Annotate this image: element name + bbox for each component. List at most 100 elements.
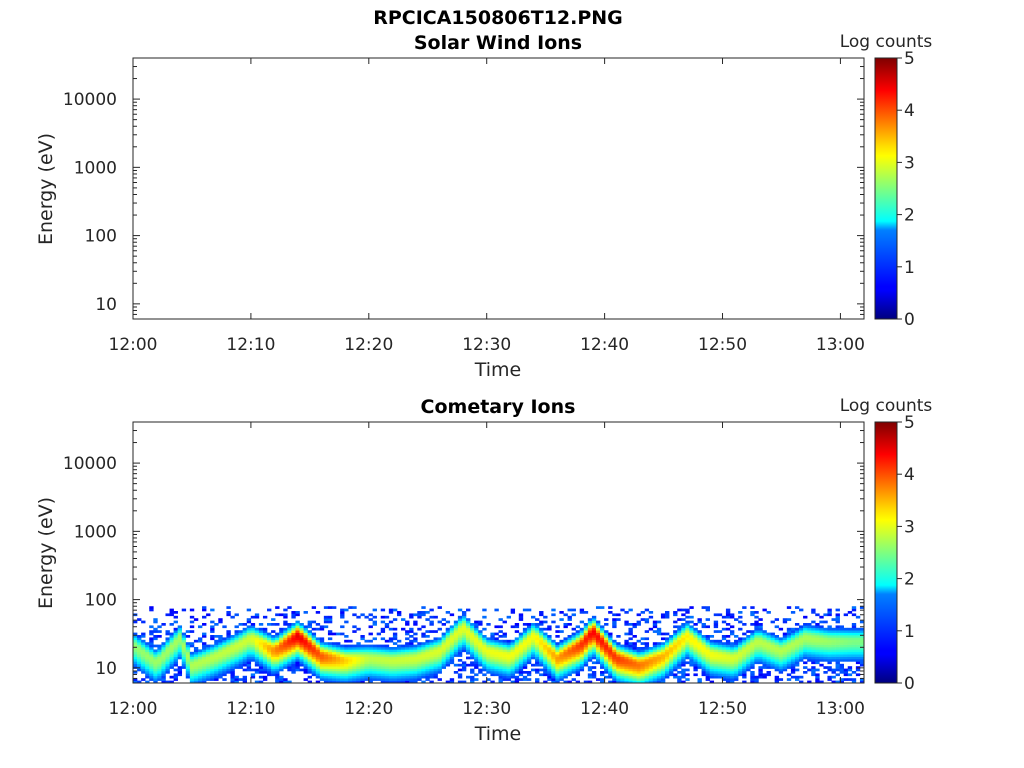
heatmap-cell [291, 615, 296, 619]
heatmap-cell [522, 649, 528, 653]
heatmap-cell [612, 656, 617, 660]
heatmap-cell [437, 647, 442, 650]
heatmap-cell [214, 647, 219, 650]
heatmap-cell [295, 627, 300, 631]
heatmap-cell [535, 632, 540, 636]
heatmap-cell [421, 673, 426, 677]
heatmap-cell [202, 661, 207, 665]
heatmap-cell [514, 661, 520, 665]
heatmap-cell [807, 632, 812, 636]
heatmap-cell [567, 671, 572, 674]
heatmap-cell [291, 635, 296, 638]
heatmap-cell [819, 647, 824, 650]
heatmap-cell [445, 635, 451, 638]
heatmap-cell [246, 654, 252, 657]
heatmap-cell [717, 663, 723, 667]
heatmap-cell [340, 661, 345, 665]
heatmap-cell [413, 632, 418, 636]
heatmap-cell [644, 642, 650, 645]
heatmap-cell [396, 673, 402, 677]
heatmap-cell [392, 673, 398, 677]
heatmap-cell [595, 637, 601, 641]
heatmap-cell [502, 632, 507, 636]
heatmap-cell [388, 675, 394, 679]
heatmap-cell [327, 666, 333, 669]
heatmap-cell [295, 635, 300, 638]
heatmap-cell [827, 630, 832, 633]
heatmap-cell [831, 635, 836, 638]
heatmap-cell [149, 630, 154, 633]
heatmap-cell [579, 659, 585, 662]
heatmap-cell [250, 668, 256, 672]
heatmap-cell [506, 649, 511, 653]
heatmap-cell [380, 637, 386, 641]
heatmap-cell [709, 659, 715, 662]
heatmap-cell [214, 663, 219, 667]
heatmap-cell [750, 613, 755, 617]
heatmap-cell [770, 647, 775, 650]
heatmap-cell [307, 625, 312, 629]
heatmap-cell [705, 618, 710, 621]
heatmap-cell [303, 656, 308, 660]
heatmap-cell [717, 613, 723, 617]
heatmap-cell [267, 654, 272, 657]
heatmap-cell [392, 642, 398, 645]
heatmap-cell [348, 644, 353, 648]
heatmap-cell [746, 666, 751, 669]
heatmap-cell [145, 649, 150, 653]
heatmap-cell [575, 639, 581, 643]
heatmap-cell [624, 642, 629, 645]
heatmap-cell [352, 613, 357, 617]
heatmap-cell [794, 623, 800, 626]
heatmap-cell [827, 644, 832, 648]
heatmap-cell [535, 644, 540, 648]
heatmap-cell [782, 618, 788, 621]
heatmap-cell [267, 642, 272, 645]
heatmap-cell [206, 671, 211, 674]
heatmap-cell [786, 673, 792, 677]
heatmap-cell [254, 630, 260, 633]
heatmap-cell [360, 673, 365, 677]
heatmap-cell [827, 654, 832, 657]
colorbar-solar-wind [874, 57, 898, 320]
heatmap-cell [327, 675, 333, 679]
heatmap-cell [571, 649, 576, 653]
heatmap-cell [847, 630, 853, 633]
heatmap-cell [401, 673, 406, 677]
heatmap-cell [859, 627, 865, 631]
heatmap-cell [466, 635, 471, 638]
heatmap-cell [226, 661, 231, 665]
heatmap-cell [571, 659, 576, 662]
heatmap-cell [453, 649, 459, 653]
heatmap-cell [819, 656, 824, 660]
heatmap-cell [165, 661, 170, 665]
heatmap-cell [673, 656, 678, 660]
heatmap-cell [401, 663, 406, 667]
heatmap-cell [705, 678, 710, 681]
heatmap-cell [413, 661, 418, 665]
heatmap-cell [202, 673, 207, 677]
heatmap-cell [197, 671, 203, 674]
heatmap-cell [843, 627, 849, 631]
heatmap-cell [311, 673, 317, 677]
heatmap-cell [742, 673, 747, 677]
heatmap-cell [518, 647, 524, 650]
heatmap-cell [746, 656, 751, 660]
heatmap-cell [429, 654, 434, 657]
heatmap-cell [474, 656, 479, 660]
heatmap-cell [807, 659, 812, 662]
heatmap-cell [693, 642, 698, 645]
heatmap-cell [604, 666, 609, 669]
heatmap-cell [551, 649, 556, 653]
heatmap-cell [628, 668, 633, 672]
heatmap-cell [421, 606, 426, 609]
heatmap-cell [271, 661, 276, 665]
heatmap-cell [283, 635, 288, 638]
heatmap-cell [624, 632, 629, 636]
heatmap-cell [770, 661, 775, 665]
heatmap-cell [149, 642, 154, 645]
heatmap-cell [600, 649, 605, 653]
heatmap-cell [258, 654, 264, 657]
heatmap-cell [494, 666, 499, 669]
heatmap-cell [311, 654, 317, 657]
